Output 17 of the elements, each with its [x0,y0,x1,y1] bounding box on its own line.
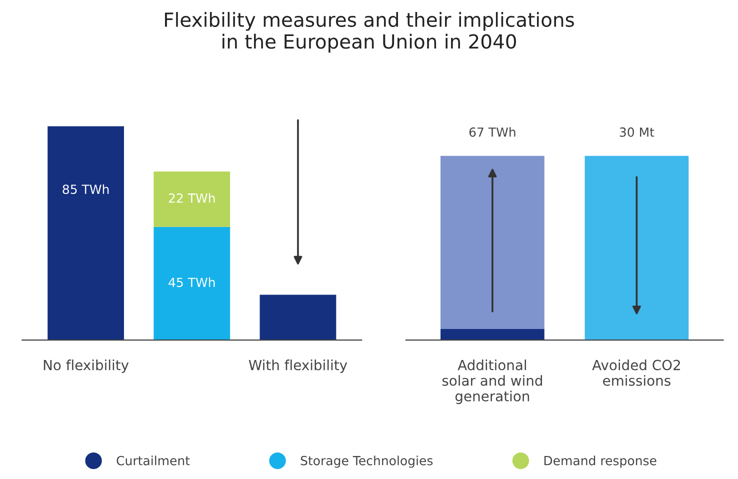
bar [48,126,124,340]
text: 67 TWh [469,127,516,137]
x-tick-label: Additional solar and wind generation [442,360,542,404]
data-label: 85 TWh [62,184,109,194]
bar [154,226,230,340]
legend-label: Storage Technologies [300,456,433,468]
bar [154,172,230,227]
x-tick-label: With flexibility [248,360,348,373]
data-label: 22 TWh [168,193,215,203]
x-tick-label: Avoided CO2 emissions [592,360,680,386]
legend-label: Curtailment [116,456,190,466]
legend-label: Demand response [544,456,656,468]
bar [260,294,336,340]
chart-title: Flexibility measures and their implications in the European Union in 2040 [165,12,574,53]
x-tick-label: No flexibility [44,360,129,373]
text: 30 Mt [620,127,654,137]
data-label: 45 TWh [168,277,215,288]
